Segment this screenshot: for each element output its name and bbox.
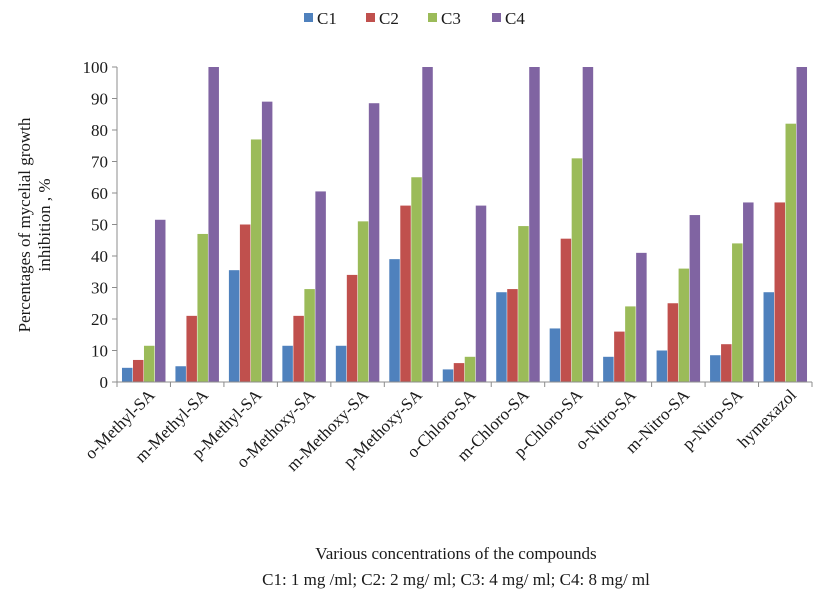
- bar-c3: [625, 306, 636, 382]
- bar-c1: [710, 355, 721, 382]
- legend-swatch-c4: [492, 13, 501, 22]
- y-axis-title-line2: inhibition , %: [35, 178, 54, 271]
- bar-c3: [678, 268, 690, 382]
- bar-c2: [560, 238, 572, 382]
- legend-label-c1: C1: [317, 9, 337, 28]
- x-axis: [116, 381, 813, 387]
- y-tick-label: 80: [91, 121, 108, 140]
- bar-c2: [186, 315, 197, 382]
- y-tick-label: 10: [91, 342, 108, 361]
- bar-c2: [400, 205, 411, 382]
- bar-c4: [796, 67, 808, 382]
- legend-label-c4: C4: [505, 9, 525, 28]
- bar-c1: [549, 328, 561, 382]
- bar-c4: [154, 219, 166, 382]
- bar-c3: [411, 177, 422, 382]
- y-tick-label: 60: [91, 184, 108, 203]
- y-tick-label: 100: [83, 58, 109, 77]
- bar-c1: [121, 367, 133, 382]
- y-tick-label: 30: [91, 279, 108, 298]
- bar-c4: [368, 103, 380, 382]
- legend-label-c3: C3: [441, 9, 461, 28]
- bar-c1: [442, 369, 454, 382]
- bar-c3: [197, 233, 208, 382]
- bar-c3: [571, 158, 583, 382]
- bar-c2: [239, 224, 251, 382]
- bar-c1: [282, 345, 293, 382]
- bar-c3: [518, 226, 529, 382]
- bar-c4: [315, 191, 326, 382]
- y-axis-title-line1: Percentages of mycelial growth: [15, 117, 34, 332]
- legend-swatch-c2: [366, 13, 375, 22]
- y-tick-label: 50: [91, 216, 108, 235]
- category-label: hymexazol: [734, 385, 800, 451]
- y-tick-label: 20: [91, 310, 108, 329]
- legend-swatch-c3: [428, 13, 437, 22]
- bar-c3: [785, 123, 797, 382]
- bar-c3: [304, 289, 315, 382]
- x-axis-title: Various concentrations of the compounds: [315, 544, 596, 563]
- bar-c2: [721, 344, 732, 382]
- legend-swatch-c1: [304, 13, 313, 22]
- bar-c4: [422, 67, 433, 382]
- bar-c4: [208, 67, 219, 382]
- bar-c4: [582, 67, 594, 382]
- bar-c2: [453, 363, 465, 382]
- bar-c2: [346, 274, 358, 382]
- bar-c4: [689, 215, 701, 382]
- bar-c4: [261, 101, 273, 383]
- concentration-note: C1: 1 mg /ml; C2: 2 mg/ ml; C3: 4 mg/ ml…: [262, 570, 650, 589]
- bar-c3: [143, 345, 155, 382]
- bar-c2: [293, 315, 304, 382]
- bar-c4: [636, 252, 647, 382]
- bar-c1: [335, 345, 347, 382]
- bar-c3: [250, 139, 262, 382]
- bar-c2: [507, 289, 518, 382]
- bar-c4: [529, 67, 540, 382]
- bar-c2: [774, 202, 786, 382]
- bar-c2: [132, 359, 144, 382]
- y-axis-title: Percentages of mycelial growth inhibitio…: [15, 117, 54, 332]
- bar-c1: [228, 270, 240, 382]
- bar-c3: [732, 243, 743, 382]
- y-axis: 0 10 20 30 40 50 60 70 80 90 100: [83, 58, 118, 392]
- bar-c3: [464, 356, 476, 382]
- bar-c4: [743, 202, 754, 382]
- bar-c3: [357, 221, 369, 382]
- bar-c1: [496, 292, 507, 382]
- bar-c2: [614, 331, 625, 382]
- y-tick-label: 40: [91, 247, 108, 266]
- bar-c4: [475, 205, 487, 382]
- bar-c1: [763, 292, 775, 382]
- y-tick-label: 90: [91, 90, 108, 109]
- bar-c1: [175, 366, 186, 382]
- bar-c1: [656, 350, 668, 382]
- y-tick-label: 0: [100, 373, 109, 392]
- bar-c1: [389, 259, 400, 382]
- category-labels: o-Methyl-SAm-Methyl-SAp-Methyl-SAo-Metho…: [81, 385, 800, 475]
- bars: [121, 67, 808, 383]
- bar-c2: [667, 303, 679, 382]
- legend-label-c2: C2: [379, 9, 399, 28]
- y-tick-label: 70: [91, 153, 108, 172]
- chart-legend: C1 C2 C3 C4: [304, 9, 525, 28]
- bar-c1: [603, 356, 614, 382]
